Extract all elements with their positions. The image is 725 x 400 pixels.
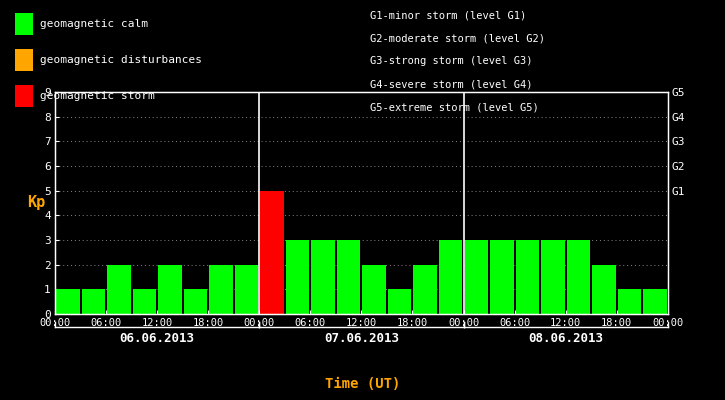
Bar bbox=[465, 240, 488, 314]
Bar bbox=[235, 265, 258, 314]
Bar bbox=[388, 289, 412, 314]
Bar bbox=[107, 265, 130, 314]
Text: G3-strong storm (level G3): G3-strong storm (level G3) bbox=[370, 56, 532, 66]
Bar bbox=[82, 289, 105, 314]
Bar bbox=[413, 265, 437, 314]
Bar bbox=[643, 289, 667, 314]
Text: 06.06.2013: 06.06.2013 bbox=[120, 332, 195, 344]
Bar bbox=[618, 289, 641, 314]
Text: 07.06.2013: 07.06.2013 bbox=[324, 332, 399, 344]
Bar bbox=[362, 265, 386, 314]
Bar bbox=[490, 240, 513, 314]
Bar bbox=[210, 265, 233, 314]
Bar bbox=[337, 240, 360, 314]
Bar bbox=[515, 240, 539, 314]
Text: 08.06.2013: 08.06.2013 bbox=[528, 332, 603, 344]
Text: G5-extreme storm (level G5): G5-extreme storm (level G5) bbox=[370, 103, 539, 113]
Bar bbox=[133, 289, 156, 314]
Text: geomagnetic storm: geomagnetic storm bbox=[40, 91, 154, 101]
Text: G4-severe storm (level G4): G4-severe storm (level G4) bbox=[370, 80, 532, 90]
Bar bbox=[286, 240, 310, 314]
Bar bbox=[567, 240, 590, 314]
Bar bbox=[183, 289, 207, 314]
Text: geomagnetic disturbances: geomagnetic disturbances bbox=[40, 55, 202, 65]
Bar bbox=[158, 265, 182, 314]
Text: geomagnetic calm: geomagnetic calm bbox=[40, 19, 148, 29]
Bar bbox=[592, 265, 616, 314]
Text: G2-moderate storm (level G2): G2-moderate storm (level G2) bbox=[370, 33, 544, 43]
Bar bbox=[311, 240, 335, 314]
Bar bbox=[56, 289, 80, 314]
Bar bbox=[439, 240, 463, 314]
Text: G1-minor storm (level G1): G1-minor storm (level G1) bbox=[370, 10, 526, 20]
Text: Time (UT): Time (UT) bbox=[325, 377, 400, 391]
Bar bbox=[541, 240, 565, 314]
Y-axis label: Kp: Kp bbox=[27, 196, 45, 210]
Bar bbox=[260, 191, 283, 314]
